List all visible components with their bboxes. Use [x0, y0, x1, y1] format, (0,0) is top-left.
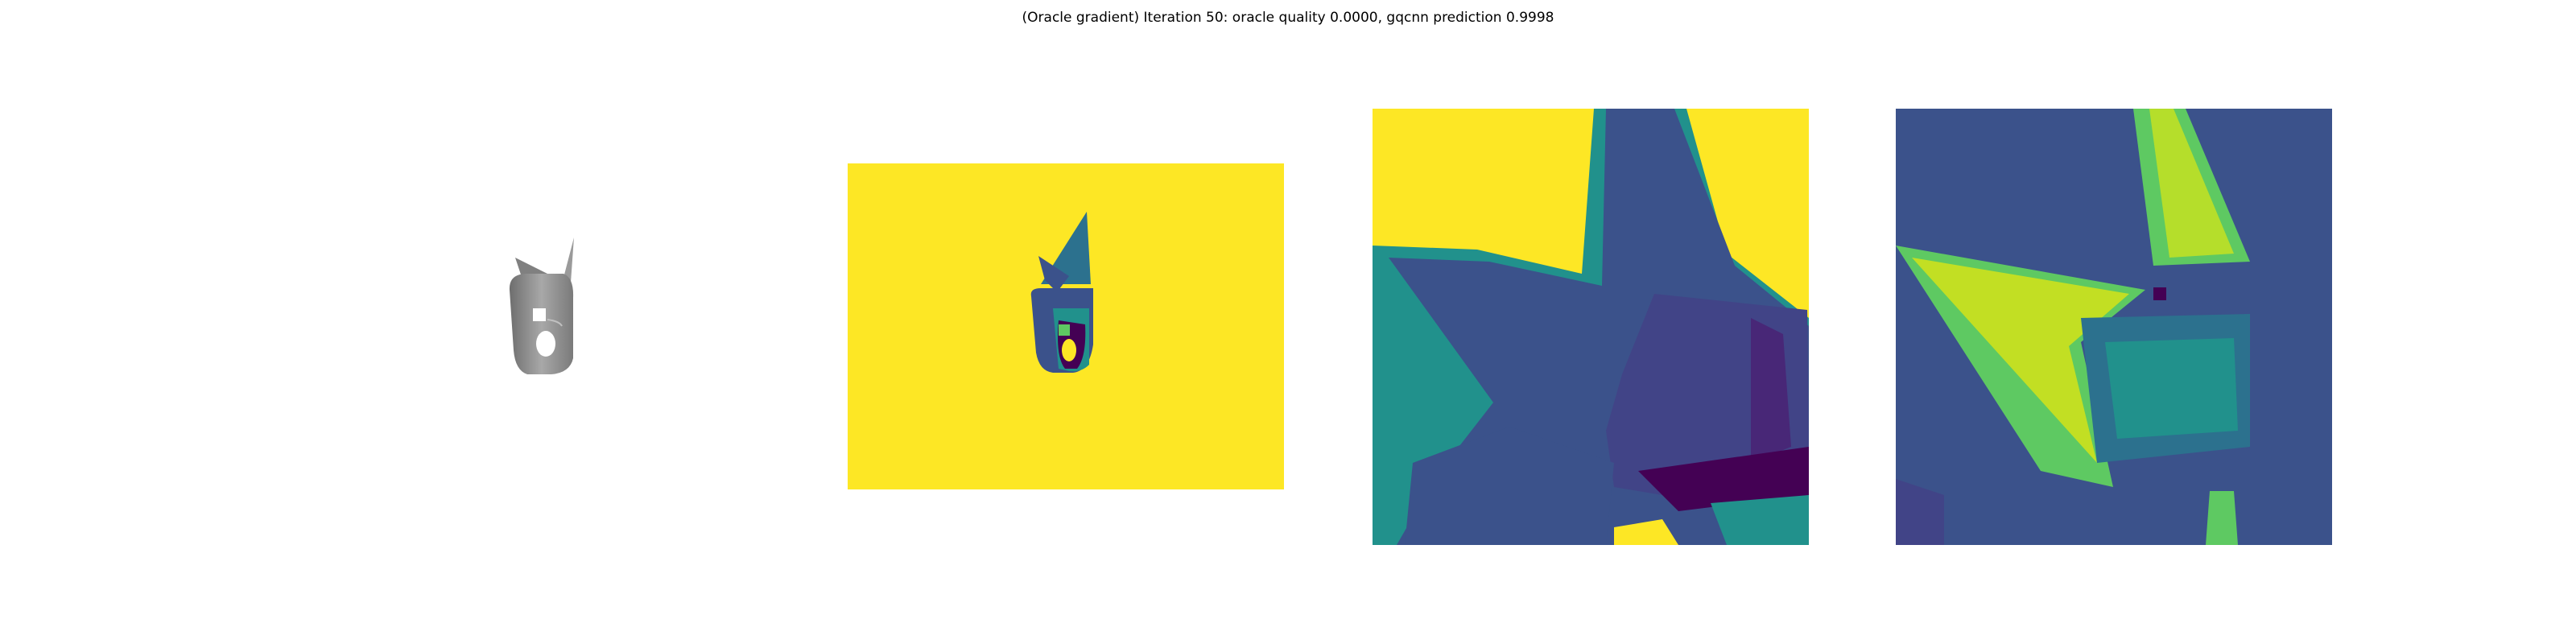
depth-image — [848, 163, 1284, 489]
object-render-image — [509, 237, 574, 374]
object-render-panel — [435, 109, 869, 543]
gradient-map-panel — [1896, 109, 2332, 545]
figure-title: (Oracle gradient) Iteration 50: oracle q… — [1022, 10, 1554, 26]
cropped-depth-image — [1373, 109, 1809, 545]
cropped-depth-panel — [1373, 109, 1809, 545]
depth-image-panel — [848, 163, 1284, 489]
gradient-map-image — [1896, 109, 2332, 545]
